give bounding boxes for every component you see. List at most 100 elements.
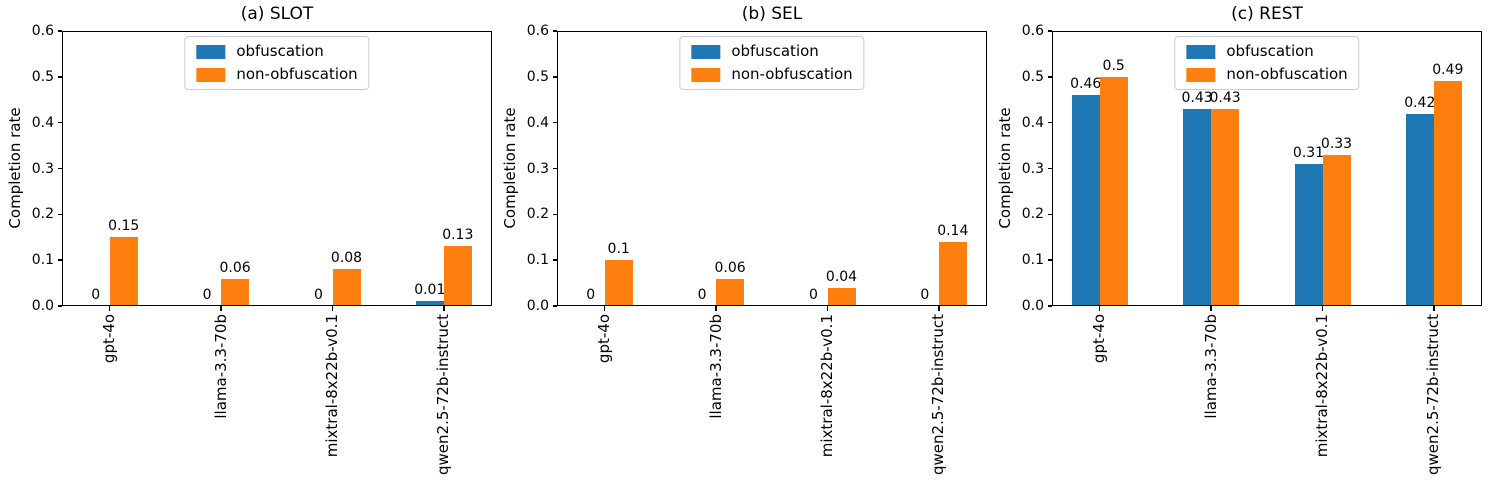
x-tick-label: llama-3.3-70b bbox=[706, 314, 725, 419]
y-tick-label: 0.2 bbox=[1021, 206, 1044, 223]
bar-value-label: 0.14 bbox=[937, 222, 969, 239]
bar-value-label: 0.06 bbox=[714, 259, 746, 276]
y-tick-label: 0.5 bbox=[31, 68, 54, 85]
y-tick-label: 0.2 bbox=[526, 206, 549, 223]
bar-value-label: 0.13 bbox=[442, 227, 474, 244]
legend-item: non-obfuscation bbox=[691, 67, 853, 82]
legend-swatch-obfuscation bbox=[1186, 44, 1216, 59]
legend-item: non-obfuscation bbox=[1186, 67, 1348, 82]
y-tick-label: 0.2 bbox=[31, 206, 54, 223]
y-tick-label: 0.6 bbox=[31, 23, 54, 39]
y-tick bbox=[552, 30, 557, 32]
subplot-title: (c) REST bbox=[1231, 4, 1303, 24]
y-tick-label: 0.4 bbox=[1021, 114, 1044, 131]
y-tick-label: 0.0 bbox=[1021, 298, 1044, 314]
y-tick bbox=[57, 121, 62, 124]
legend-item: obfuscation bbox=[196, 44, 357, 59]
plot-area-sel: 0.0 0.1 0.2 0.3 0.4 0.5 0.6 gpt-4o llama-3.3-70b… bbox=[527, 23, 987, 475]
bar-value-label: 0 bbox=[586, 287, 596, 303]
y-axis-label: Completion rate bbox=[6, 107, 24, 229]
x-tick bbox=[108, 306, 111, 311]
subplot-title: (a) SLOT bbox=[240, 4, 314, 24]
x-tick bbox=[1098, 306, 1101, 311]
bar-non-obfuscation bbox=[938, 241, 967, 306]
bar-non-obfuscation bbox=[443, 246, 472, 306]
y-tick bbox=[57, 167, 62, 170]
x-tick bbox=[1210, 306, 1212, 311]
y-tick bbox=[1047, 213, 1052, 216]
y-tick-label: 0.6 bbox=[1021, 23, 1044, 39]
bar-value-label: 0.15 bbox=[108, 218, 140, 235]
x-tick-label: qwen2.5-72b-instruct bbox=[929, 314, 948, 475]
y-axis-label: Completion rate bbox=[501, 107, 519, 229]
bar-value-label: 0 bbox=[697, 287, 707, 303]
legend-label: non-obfuscation bbox=[236, 65, 358, 83]
y-tick-label: 0.1 bbox=[526, 252, 549, 269]
bar-obfuscation bbox=[1183, 108, 1212, 306]
y-tick bbox=[1047, 167, 1052, 170]
bar-value-label: 0 bbox=[202, 287, 212, 303]
bar-value-label: 0 bbox=[91, 287, 101, 303]
plot-frame bbox=[557, 31, 987, 306]
bar-value-label: 0 bbox=[920, 287, 930, 303]
bar-value-label: 0.49 bbox=[1432, 62, 1464, 79]
plot-frame bbox=[62, 31, 492, 306]
x-tick-label: llama-3.3-70b bbox=[1201, 314, 1220, 419]
x-tick-label: qwen2.5-72b-instruct bbox=[434, 314, 453, 475]
bar-value-label: 0.5 bbox=[1102, 57, 1125, 74]
bar-non-obfuscation bbox=[1099, 76, 1128, 306]
y-tick-label: 0.4 bbox=[526, 114, 549, 131]
x-tick-label: gpt-4o bbox=[1090, 314, 1109, 364]
x-tick-label: mixtral-8x22b-v0.1 bbox=[323, 314, 341, 458]
y-tick-label: 0.1 bbox=[1021, 252, 1044, 269]
legend-label: obfuscation bbox=[1226, 42, 1314, 60]
bar-non-obfuscation bbox=[604, 260, 633, 306]
y-axis-label: Completion rate bbox=[996, 107, 1014, 229]
y-tick-label: 0.0 bbox=[526, 298, 549, 314]
y-tick bbox=[1047, 121, 1052, 124]
x-tick bbox=[603, 306, 606, 311]
bar-value-label: 0.43 bbox=[1209, 89, 1241, 106]
bar-value-label: 0.43 bbox=[1181, 89, 1213, 106]
legend-swatch-non-obfuscation bbox=[1186, 67, 1216, 82]
y-tick bbox=[1047, 259, 1052, 261]
bar-value-label: 0.01 bbox=[414, 282, 446, 299]
y-tick bbox=[57, 213, 62, 216]
legend: obfuscation non-obfuscation bbox=[184, 36, 370, 90]
plot-frame bbox=[1052, 31, 1482, 306]
legend-item: non-obfuscation bbox=[196, 65, 358, 83]
y-tick bbox=[552, 167, 557, 170]
y-tick bbox=[57, 259, 62, 261]
bar-non-obfuscation bbox=[1322, 154, 1351, 306]
x-tick-label: gpt-4o bbox=[595, 314, 614, 364]
bar-value-label: 0.46 bbox=[1070, 76, 1102, 93]
x-tick bbox=[1321, 306, 1324, 311]
legend-swatch-obfuscation bbox=[691, 44, 721, 59]
bar-value-label: 0.1 bbox=[607, 241, 630, 258]
bar-value-label: 0.08 bbox=[330, 250, 363, 267]
legend-swatch-non-obfuscation bbox=[196, 67, 226, 82]
bar-non-obfuscation bbox=[1433, 81, 1462, 306]
x-tick-label: llama-3.3-70b bbox=[211, 314, 230, 419]
y-tick bbox=[552, 213, 557, 216]
y-tick-label: 0.0 bbox=[31, 298, 54, 314]
y-tick bbox=[57, 305, 62, 307]
bar-value-label: 0.31 bbox=[1292, 144, 1325, 161]
legend-item: obfuscation bbox=[1186, 44, 1347, 59]
plot-area-rest: 0.0 0.1 0.2 0.3 0.4 0.5 0.6 gpt-4o llama-3.3-70b… bbox=[1022, 23, 1482, 475]
y-tick bbox=[552, 121, 557, 124]
bar-non-obfuscation bbox=[1211, 108, 1240, 306]
bar-non-obfuscation bbox=[332, 269, 361, 306]
y-tick-label: 0.1 bbox=[31, 252, 54, 269]
y-tick bbox=[1047, 30, 1052, 32]
y-tick-label: 0.6 bbox=[526, 23, 549, 39]
bar-non-obfuscation bbox=[109, 237, 138, 306]
legend-label: obfuscation bbox=[236, 42, 324, 60]
bar-obfuscation bbox=[1294, 163, 1323, 306]
y-tick-label: 0.3 bbox=[31, 160, 54, 177]
x-tick bbox=[220, 306, 222, 311]
bar-obfuscation bbox=[415, 301, 444, 306]
